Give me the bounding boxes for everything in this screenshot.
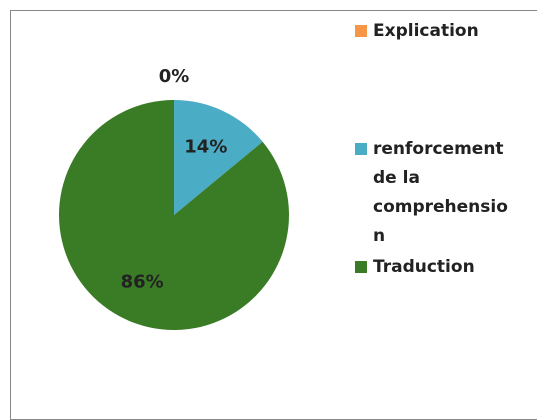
legend-swatch <box>355 143 367 155</box>
page: 0% 14% 86% Explication renforcement de la c… <box>10 10 537 420</box>
chart: 0% 14% 86% <box>58 66 289 330</box>
pie-slice <box>174 100 263 215</box>
pie-slice <box>58 99 289 330</box>
data-label: 14% <box>184 136 227 157</box>
legend-item: Explication <box>355 17 515 46</box>
legend-swatch <box>355 25 367 37</box>
legend-swatch <box>355 261 367 273</box>
legend-item: renforcement de la comprehension <box>355 135 515 251</box>
data-label: 0% <box>159 66 190 87</box>
legend-label: renforcement de la comprehension <box>373 139 508 246</box>
legend-item: Traduction <box>355 253 515 282</box>
data-label: 86% <box>121 272 164 293</box>
legend-label: Explication <box>373 21 479 41</box>
legend-label: Traduction <box>373 257 475 277</box>
